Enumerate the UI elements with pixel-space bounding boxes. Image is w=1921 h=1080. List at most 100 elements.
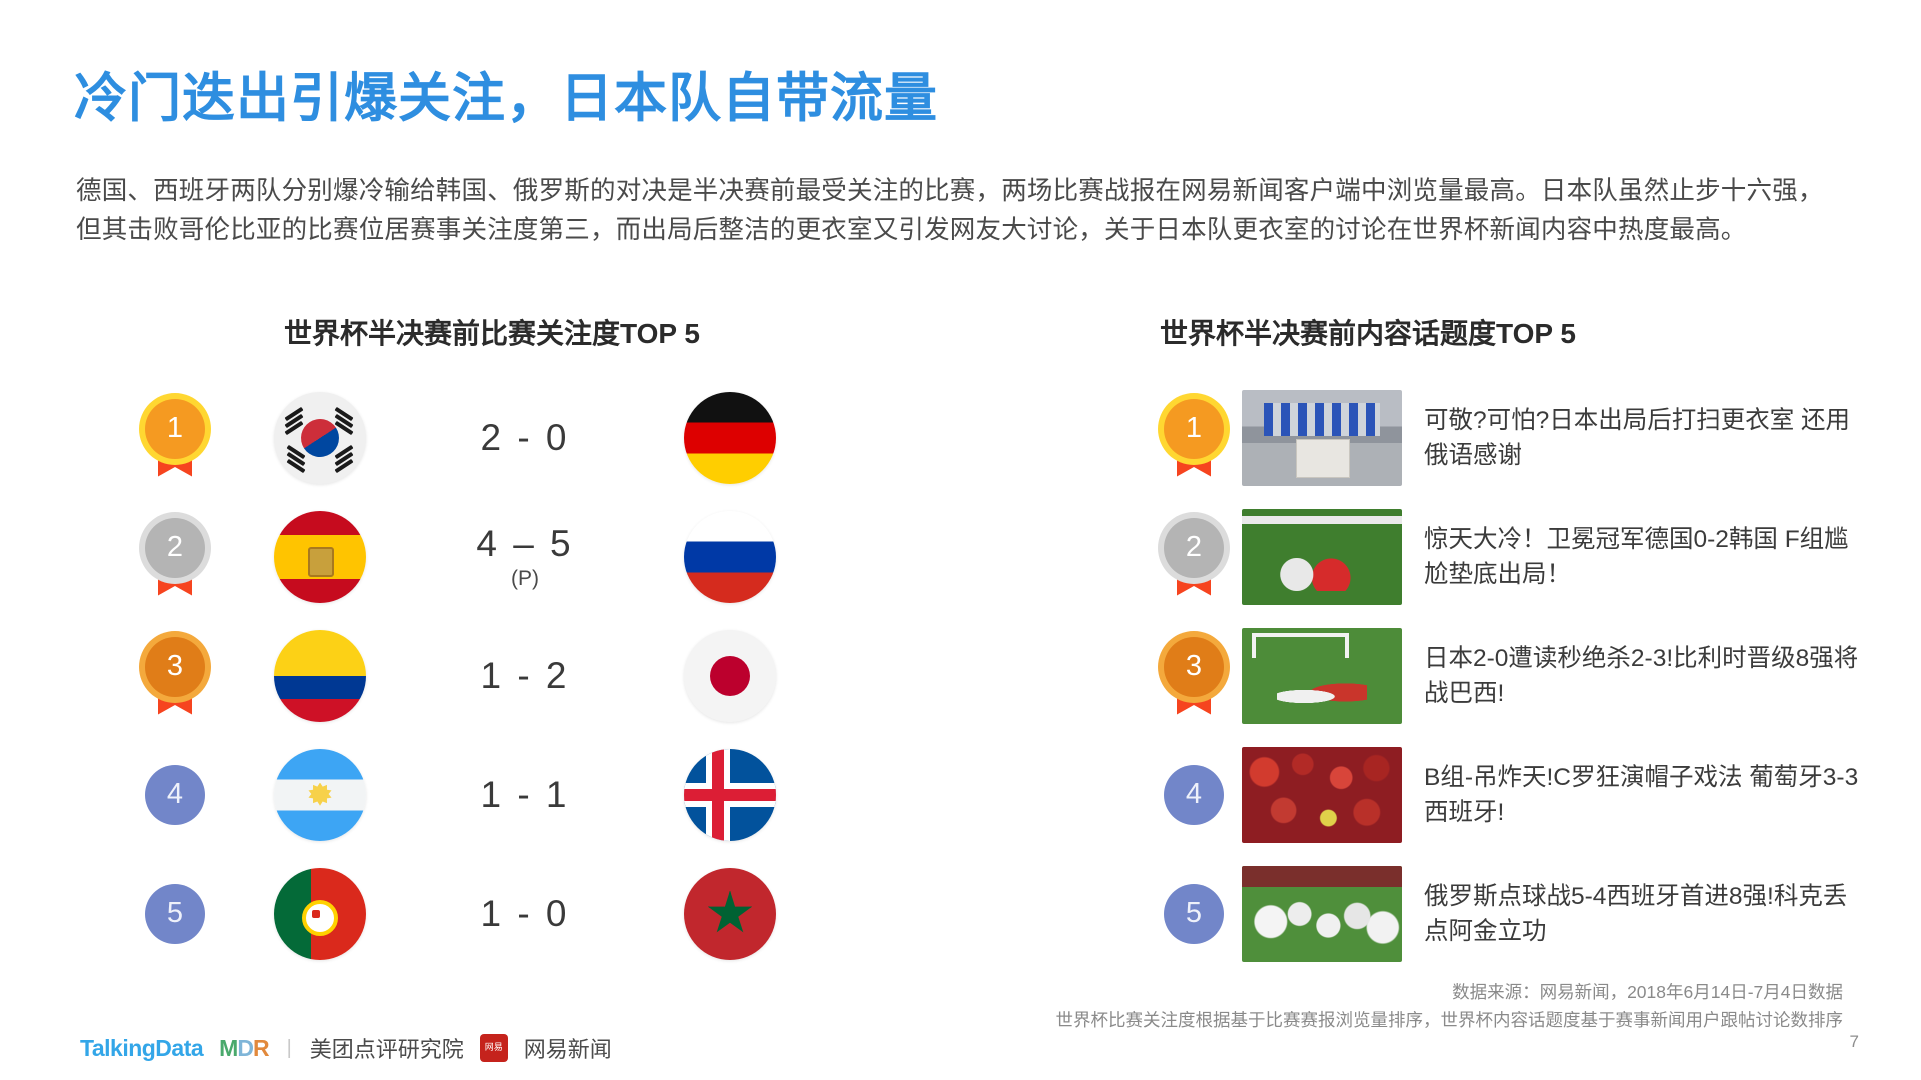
match-row: 4 1 - 1 xyxy=(120,735,920,854)
rank-cell: 4 xyxy=(120,764,230,825)
page-title: 冷门迭出引爆关注，日本队自带流量 xyxy=(74,69,938,128)
score-cell: 1 - 0 xyxy=(410,893,640,935)
news-headline[interactable]: B组-吊炸天!C罗狂演帽子戏法 葡萄牙3-3西班牙! xyxy=(1424,763,1859,826)
score-cell: 1 - 1 xyxy=(410,774,640,816)
medal-silver-icon: 2 xyxy=(1164,517,1224,596)
medal-gold-icon: 1 xyxy=(145,398,205,477)
rank-number: 2 xyxy=(1164,517,1224,578)
rank-cell: 3 xyxy=(1146,636,1242,715)
portugal-arms xyxy=(302,899,338,936)
news-headline[interactable]: 俄罗斯点球战5-4西班牙首进8强!科克丢点阿金立功 xyxy=(1424,882,1848,945)
news-thumbnail xyxy=(1242,627,1402,724)
team-b-flag-cell xyxy=(640,510,820,603)
rank-number: 3 xyxy=(145,636,205,697)
news-thumbnail xyxy=(1242,865,1402,962)
left-section-title: 世界杯半决赛前比赛关注度TOP 5 xyxy=(284,318,700,349)
team-a-flag-cell xyxy=(230,748,410,841)
flag-portugal-icon xyxy=(274,867,366,960)
netease-badge-icon: 网易 xyxy=(479,1034,508,1062)
rank-number: 3 xyxy=(1164,636,1224,697)
medal-gold-icon: 1 xyxy=(1164,398,1224,477)
mdr-letter-d: D xyxy=(237,1034,254,1061)
score-cell: 1 - 2 xyxy=(410,655,640,697)
medal-bronze-icon: 3 xyxy=(145,636,205,715)
news-row: 4 B组-吊炸天!C罗狂演帽子戏法 葡萄牙3-3西班牙! xyxy=(1146,735,1876,854)
score-note: (P) xyxy=(511,566,539,590)
team-b-flag-cell xyxy=(640,748,820,841)
medal-silver-icon: 2 xyxy=(145,517,205,596)
team-a-flag-cell xyxy=(230,867,410,960)
rank-cell: 1 xyxy=(120,398,230,477)
morocco-pentagram xyxy=(707,890,753,933)
source-line-2: 世界杯比赛关注度根据基于比赛赛报浏览量排序，世界杯内容话题度基于赛事新闻用户跟帖… xyxy=(1055,1010,1844,1030)
meituan-research-logo: 美团点评研究院 xyxy=(309,1037,464,1062)
rank-cell: 2 xyxy=(120,517,230,596)
rank-badge: 5 xyxy=(1164,883,1224,944)
match-ranking-list: 1 xyxy=(120,378,920,973)
logo-divider: | xyxy=(286,1036,292,1059)
flag-colombia-icon xyxy=(274,629,366,722)
score-value: 4 – 5 xyxy=(476,522,574,564)
news-headline[interactable]: 日本2-0遭读秒绝杀2-3!比利时晋级8强将战巴西! xyxy=(1424,644,1859,707)
rank-badge: 5 xyxy=(145,883,205,944)
flag-japan-icon xyxy=(684,629,776,722)
team-a-flag-cell xyxy=(230,510,410,603)
team-a-flag-cell xyxy=(230,629,410,722)
rank-cell: 4 xyxy=(1146,764,1242,825)
news-ranking-list: 1 可敬?可怕?日本出局后打扫更衣室 还用俄语感谢 2 惊天大冷！卫冕冠军德国0… xyxy=(1146,378,1876,973)
spain-crest xyxy=(308,546,334,577)
news-row: 5 俄罗斯点球战5-4西班牙首进8强!科克丢点阿金立功 xyxy=(1146,854,1876,973)
match-row: 5 1 - 0 xyxy=(120,854,920,973)
flag-morocco-icon xyxy=(684,867,776,960)
mdr-logo: MDR xyxy=(219,1034,270,1062)
source-line-1: 数据来源：网易新闻，2018年6月14日-7月4日数据 xyxy=(1452,982,1843,1002)
news-row: 1 可敬?可怕?日本出局后打扫更衣室 还用俄语感谢 xyxy=(1146,378,1876,497)
news-thumbnail xyxy=(1242,746,1402,843)
rank-number: 1 xyxy=(1164,398,1224,459)
news-headline[interactable]: 可敬?可怕?日本出局后打扫更衣室 还用俄语感谢 xyxy=(1424,406,1851,469)
score-cell: 2 - 0 xyxy=(410,417,640,459)
medal-bronze-icon: 3 xyxy=(1164,636,1224,715)
flag-spain-icon xyxy=(274,510,366,603)
score-cell: 4 – 5 (P) xyxy=(410,523,640,591)
flag-iceland-icon xyxy=(684,748,776,841)
match-row: 3 1 - 2 xyxy=(120,616,920,735)
page-number: 7 xyxy=(1849,1032,1859,1051)
rank-cell: 5 xyxy=(120,883,230,944)
news-thumbnail xyxy=(1242,389,1402,486)
rank-number: 1 xyxy=(145,398,205,459)
news-row: 3 日本2-0遭读秒绝杀2-3!比利时晋级8强将战巴西! xyxy=(1146,616,1876,735)
news-thumbnail xyxy=(1242,508,1402,605)
lede-paragraph: 德国、西班牙两队分别爆冷输给韩国、俄罗斯的对决是半决赛前最受关注的比赛，两场比赛… xyxy=(76,177,1824,244)
team-b-flag-cell xyxy=(640,391,820,484)
match-row: 1 xyxy=(120,378,920,497)
mdr-letter-r: R xyxy=(252,1034,270,1061)
team-a-flag-cell xyxy=(230,391,410,484)
rank-cell: 1 xyxy=(1146,398,1242,477)
logo-bar: TalkingData MDR | 美团点评研究院 网易 网易新闻 xyxy=(80,1032,612,1064)
right-section-title: 世界杯半决赛前内容话题度TOP 5 xyxy=(1160,318,1576,349)
news-headline[interactable]: 惊天大冷！卫冕冠军德国0-2韩国 F组尴尬垫底出局！ xyxy=(1424,525,1849,588)
rank-cell: 2 xyxy=(1146,517,1242,596)
news-row: 2 惊天大冷！卫冕冠军德国0-2韩国 F组尴尬垫底出局！ xyxy=(1146,497,1876,616)
rank-number: 2 xyxy=(145,517,205,578)
score-value: 1 - 2 xyxy=(480,654,570,696)
source-note: 数据来源：网易新闻，2018年6月14日-7月4日数据 世界杯比赛关注度根据基于… xyxy=(1056,978,1844,1034)
team-b-flag-cell xyxy=(640,629,820,722)
japan-sun-disc xyxy=(710,655,750,696)
flag-germany-icon xyxy=(684,391,776,484)
argentina-sun xyxy=(308,782,332,806)
team-b-flag-cell xyxy=(640,867,820,960)
rank-cell: 5 xyxy=(1146,883,1242,944)
score-value: 1 - 1 xyxy=(480,773,570,815)
flag-russia-icon xyxy=(684,510,776,603)
rank-badge: 4 xyxy=(1164,764,1224,825)
netease-news-logo: 网易新闻 xyxy=(523,1037,612,1062)
score-value: 2 - 0 xyxy=(480,416,570,458)
rank-badge: 4 xyxy=(145,764,205,825)
flag-korea-icon xyxy=(274,391,366,484)
match-row: 2 4 – 5 (P) xyxy=(120,497,920,616)
mdr-letter-m: M xyxy=(219,1034,238,1061)
flag-argentina-icon xyxy=(274,748,366,841)
